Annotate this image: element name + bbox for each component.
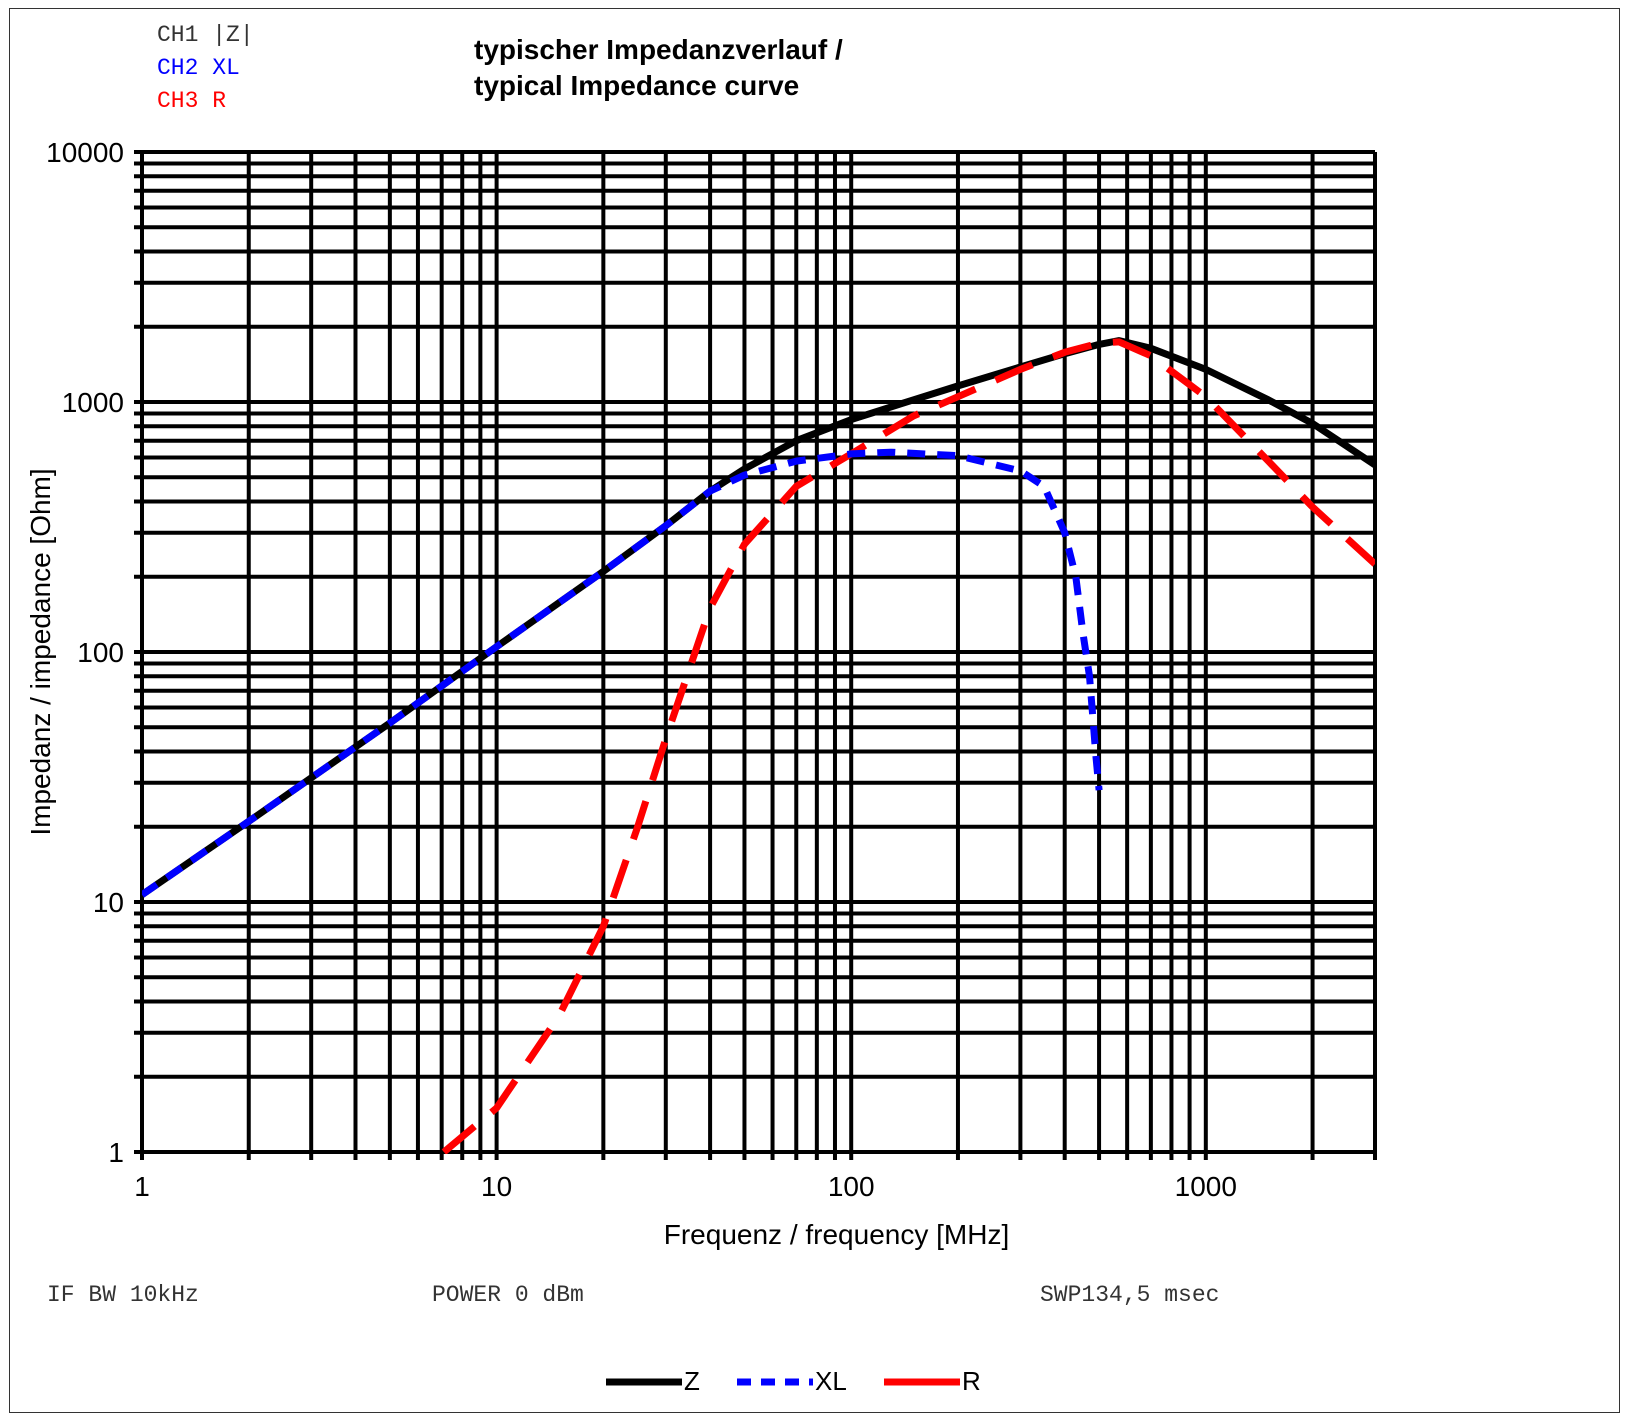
x-axis-title: Frequenz / frequency [MHz] [664,1219,1009,1250]
y-tick-label: 1000 [62,387,124,418]
footer-sweep: SWP134,5 msec [1040,1282,1220,1308]
channel-label-2: CH2 XL [157,55,240,81]
legend-swatch-z [606,1378,682,1386]
chart-legend: Z XL R [0,1362,1629,1402]
legend-label-z: Z [684,1366,700,1396]
x-tick-label: 100 [828,1171,875,1202]
series-line-xl [142,448,1103,898]
legend-swatch-xl [737,1378,813,1386]
x-tick-label: 10 [481,1171,512,1202]
chart-title-line1: typischer Impedanzverlauf / [474,34,843,65]
y-tick-label: 100 [77,637,124,668]
x-tick-label: 1 [134,1171,150,1202]
series-line-z [142,337,1375,898]
footer-if-bw: IF BW 10kHz [47,1282,199,1308]
y-tick-label: 1 [108,1137,124,1168]
series-lines [142,337,1375,1154]
footer-power: POWER 0 dBm [432,1282,584,1308]
chart-title-line2: typical Impedance curve [474,70,800,101]
x-tick-label: 1000 [1175,1171,1237,1202]
y-tick-label: 10000 [46,137,124,168]
legend-item-r: R [882,1362,992,1402]
channel-label-3: CH3 R [157,88,227,114]
legend-label-r: R [962,1366,981,1396]
channel-label-1: CH1 |Z| [157,22,254,48]
axis-labels: 1 10 100 1000 10000 1 10 100 1000 Frequenz / freq… [25,137,1237,1250]
legend-label-xl: XL [815,1366,847,1396]
y-tick-label: 10 [93,887,124,918]
chart-frame [9,8,1620,1413]
series-line-r [441,338,1375,1154]
legend-swatch-r [884,1378,960,1386]
y-axis-title: Impedanz / impedance [Ohm] [25,468,56,835]
grid-lines [134,150,1377,1160]
legend-item-z: Z [604,1362,714,1402]
legend-item-xl: XL [735,1362,865,1402]
